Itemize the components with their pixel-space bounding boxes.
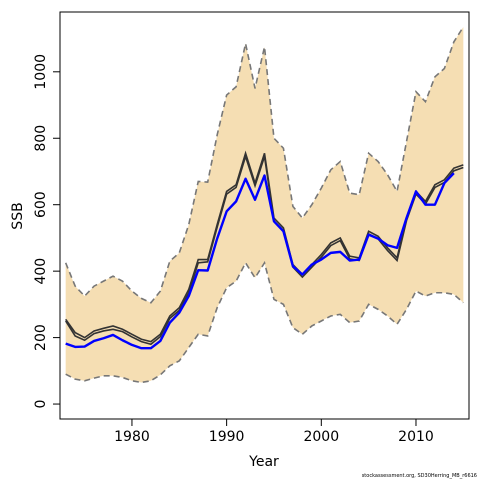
- y-tick-label: 0: [33, 400, 49, 409]
- plot-border: [59, 11, 470, 420]
- y-tick-label: 600: [33, 191, 49, 218]
- x-tick-label: 2000: [303, 429, 339, 445]
- x-tick-label: 2010: [398, 429, 434, 445]
- y-tick-label: 1000: [33, 54, 49, 90]
- confidence-band: [65, 26, 464, 383]
- x-axis-label: Year: [248, 454, 279, 470]
- lower-bound-line: [65, 260, 464, 384]
- x-axis: 1980 1990 2000 2010: [114, 419, 434, 445]
- credit-text: stockassessment.org, SD30Herring_MB_r661…: [362, 473, 477, 479]
- y-tick-label: 800: [33, 125, 49, 152]
- y-axis: 0 200 400 600 800 1000: [33, 54, 60, 409]
- x-tick-label: 1990: [209, 429, 245, 445]
- x-tick-label: 1980: [114, 429, 150, 445]
- blue-series-line: [65, 172, 455, 350]
- plot-area: [64, 26, 464, 384]
- y-axis-label: SSB: [10, 202, 26, 229]
- estimate-line-2: [65, 153, 464, 346]
- y-tick-label: 400: [33, 258, 49, 285]
- y-tick-label: 200: [33, 324, 49, 351]
